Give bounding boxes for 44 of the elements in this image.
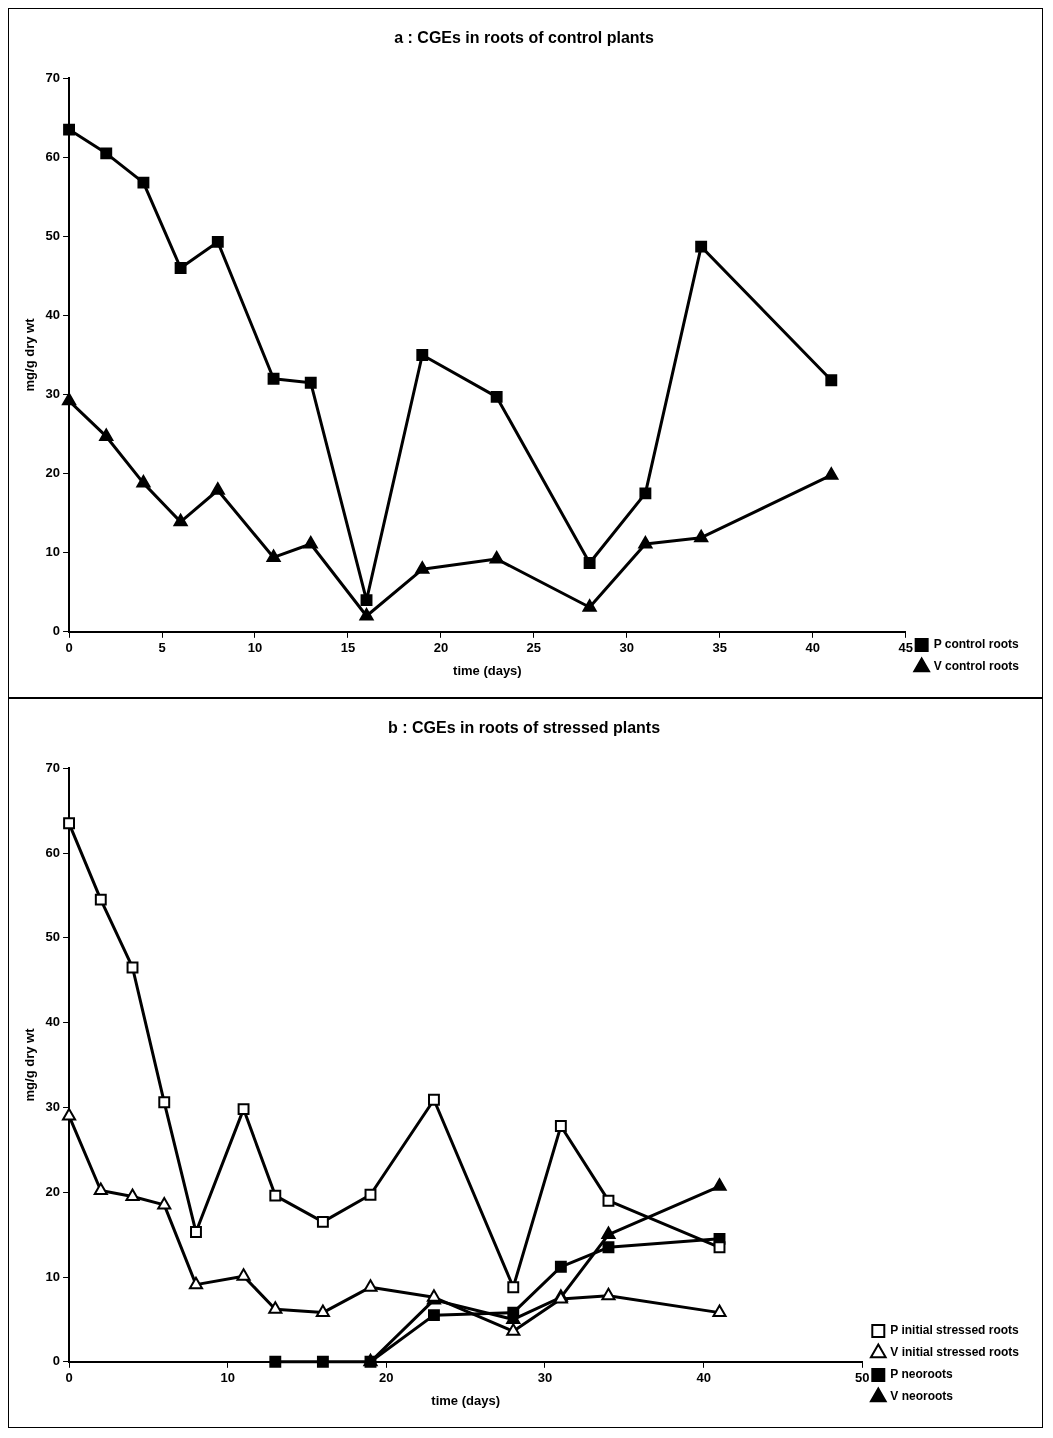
legend-label: V neoroots (890, 1389, 954, 1404)
x-tick-label: 40 (805, 640, 820, 656)
x-tick-label: 0 (65, 1370, 73, 1386)
y-tick-label: 50 (45, 227, 61, 243)
y-tick-label: 10 (45, 1268, 61, 1284)
x-tick-label: 30 (537, 1370, 553, 1386)
y-tick-label: 60 (45, 148, 61, 164)
x-tick-label: 50 (855, 1370, 870, 1386)
x-tick-label: 25 (526, 640, 542, 656)
legend-label: P initial stressed roots (890, 1323, 1020, 1338)
chart-title: a : CGEs in roots of control plants (394, 29, 654, 47)
x-tick-label: 20 (379, 1370, 394, 1386)
y-axis-title: mg/g dry wt (22, 317, 38, 392)
legend-label: V control roots (933, 659, 1020, 674)
y-tick-label: 70 (45, 69, 61, 85)
x-tick-label: 10 (220, 1370, 235, 1386)
y-axis-title: mg/g dry wt (22, 1027, 38, 1102)
x-tick-label: 15 (340, 640, 356, 656)
x-tick-label: 30 (619, 640, 635, 656)
chart-title: b : CGEs in roots of stressed plants (387, 719, 661, 737)
x-tick-label: 0 (65, 640, 73, 656)
y-tick-label: 50 (45, 929, 61, 945)
y-tick-label: 10 (45, 544, 61, 560)
y-tick-label: 60 (45, 844, 61, 860)
y-tick-label: 0 (52, 1353, 61, 1369)
x-tick-label: 40 (696, 1370, 711, 1386)
x-tick-label: 45 (898, 640, 913, 656)
x-tick-label: 5 (158, 640, 166, 656)
legend-label: V initial stressed roots (890, 1345, 1020, 1360)
legend-label: P control roots (933, 637, 1020, 652)
y-tick-label: 20 (45, 1183, 61, 1199)
y-tick-label: 30 (45, 386, 61, 402)
x-tick-label: 20 (433, 640, 449, 656)
y-tick-label: 40 (45, 307, 61, 323)
y-tick-label: 20 (45, 465, 61, 481)
y-tick-label: 30 (45, 1098, 61, 1114)
x-tick-label: 35 (712, 640, 727, 656)
legend-label: P neoroots (890, 1367, 954, 1382)
y-tick-label: 70 (45, 759, 61, 775)
y-tick-label: 40 (45, 1014, 61, 1030)
x-axis-title: time (days) (431, 1392, 500, 1408)
x-tick-label: 10 (247, 640, 263, 656)
y-tick-label: 0 (52, 623, 61, 639)
x-axis-title: time (days) (453, 662, 522, 678)
